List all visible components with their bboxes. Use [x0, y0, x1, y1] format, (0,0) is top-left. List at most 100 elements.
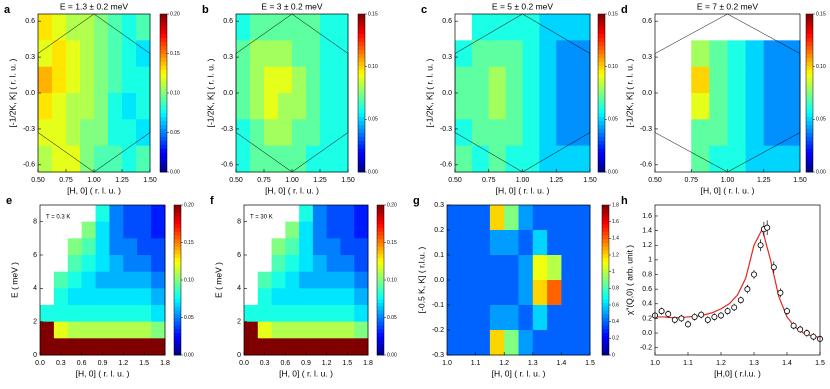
- heatmap-cell: [340, 288, 355, 306]
- colorbar-step: [598, 124, 605, 129]
- heatmap-cell: [340, 271, 355, 289]
- heatmap-cell: [264, 145, 279, 173]
- heatmap-cell: [518, 255, 534, 281]
- colorbar-step: [160, 25, 167, 31]
- x-tick-label: 1.4: [557, 360, 567, 367]
- heatmap-cell: [81, 271, 97, 289]
- heatmap-cell: [95, 205, 110, 223]
- colorbar-step: [377, 246, 384, 251]
- heatmap-cell: [299, 205, 314, 223]
- colorbar-step: [806, 77, 813, 82]
- heatmap-cell: [539, 119, 557, 147]
- heatmap-cell: [745, 145, 765, 173]
- heatmap-cell: [81, 221, 97, 239]
- y-tick-label: 0.2: [434, 227, 444, 234]
- heatmap-cell: [326, 305, 341, 323]
- x-axis-label: [H, 0] ( r. l. u. ): [496, 185, 550, 195]
- heatmap-cell: [320, 93, 335, 120]
- heatmap-cell: [52, 145, 67, 173]
- colorbar-tick-label: 0.15: [816, 11, 826, 17]
- heatmap-cell: [109, 255, 124, 273]
- heatmap-cell: [271, 271, 286, 289]
- panel: 0.00 0.05 0.10 0.15 0.20 0.0 0.3 0.6 0.9 1.2 1.5 1.…: [6, 195, 194, 378]
- colorbar-step: [806, 25, 813, 31]
- panel-label: c: [421, 4, 427, 16]
- heatmap-cell: [532, 280, 548, 306]
- colorbar-step: [174, 246, 181, 251]
- colorbar-step: [377, 208, 384, 213]
- heatmap-cell: [94, 145, 109, 173]
- colorbar-step: [358, 29, 365, 35]
- data-point: [810, 333, 817, 340]
- colorbar-step: [358, 53, 365, 58]
- heatmap-cell: [137, 338, 152, 356]
- colorbar-step: [174, 216, 181, 221]
- heatmap-cell: [136, 66, 151, 94]
- colorbar-step: [602, 325, 609, 330]
- heatmap-cell: [489, 205, 505, 231]
- colorbar-step: [602, 242, 609, 247]
- heatmap-cell: [40, 305, 55, 323]
- heatmap-cell: [505, 145, 523, 173]
- heatmap-cell: [38, 66, 53, 94]
- heatmap-cell: [556, 119, 574, 147]
- heatmap-cell: [123, 321, 138, 339]
- x-axis-label: [H,0] ( r.l.u. ): [714, 368, 761, 378]
- colorbar-step: [358, 156, 365, 161]
- panel-label: d: [621, 4, 628, 16]
- heatmap-cell: [136, 93, 151, 120]
- y-tick-label: 0.2: [642, 315, 652, 322]
- heatmap-cell: [556, 93, 574, 120]
- heatmap-cell: [66, 93, 81, 120]
- y-tick-label: -0.3: [440, 126, 452, 133]
- colorbar-step: [174, 313, 181, 318]
- heatmap-cell: [292, 40, 307, 68]
- heatmap-cell: [244, 338, 259, 356]
- colorbar-step: [806, 156, 813, 161]
- heatmap-cell: [745, 93, 765, 120]
- colorbar-step: [160, 96, 167, 102]
- heatmap-cell: [67, 321, 83, 339]
- heatmap-cell: [354, 288, 369, 306]
- heatmap-cell: [475, 255, 491, 281]
- heatmap-cell: [80, 119, 95, 147]
- heatmap-cell: [461, 255, 477, 281]
- colorbar-step: [602, 276, 609, 281]
- colorbar-step: [358, 96, 365, 102]
- colorbar-step: [160, 168, 167, 173]
- heatmap-cell: [250, 14, 265, 41]
- heatmap-cell: [522, 93, 540, 120]
- heatmap-cell: [447, 230, 462, 256]
- panel: 0 0.2 0.4 0.6 0.8 1 1.2 1.4 1.6 1.8 1.0 1.1 1.2 1.3 1.…: [413, 195, 619, 378]
- colorbar-step: [602, 313, 609, 318]
- y-tick-label: -0.3: [221, 126, 233, 133]
- panel-title: E = 1.3 ± 0.2 meV: [60, 1, 129, 11]
- heatmap-cell: [136, 119, 151, 147]
- colorbar-step: [602, 205, 609, 210]
- colorbar-step: [806, 128, 813, 133]
- heatmap-cell: [340, 338, 355, 356]
- heatmap-cell: [67, 255, 83, 273]
- heatmap-cell: [292, 93, 307, 120]
- heatmap-cell: [532, 205, 548, 231]
- colorbar-tick-label: 0.10: [368, 64, 378, 70]
- x-tick-label: 1.00: [87, 177, 101, 184]
- heatmap-cell: [299, 238, 314, 256]
- heatmap-cell: [312, 205, 328, 223]
- heatmap-cell: [95, 338, 110, 356]
- colorbar-step: [160, 21, 167, 27]
- colorbar-step: [602, 246, 609, 251]
- data-point: [777, 289, 784, 296]
- heatmap-cell: [67, 288, 83, 306]
- colorbar-step: [602, 306, 609, 311]
- heatmap-cell: [285, 271, 300, 289]
- x-tick-label: 0.3: [56, 360, 66, 367]
- colorbar-step: [377, 216, 384, 221]
- colorbar-step: [160, 164, 167, 169]
- data-point: [685, 321, 692, 328]
- heatmap-cell: [326, 238, 341, 256]
- x-axis-label: [H, 0] ( r. l. u. ): [265, 185, 319, 195]
- heatmap-cell: [244, 305, 259, 323]
- heatmap-cell: [763, 119, 783, 147]
- colorbar-step: [160, 140, 167, 145]
